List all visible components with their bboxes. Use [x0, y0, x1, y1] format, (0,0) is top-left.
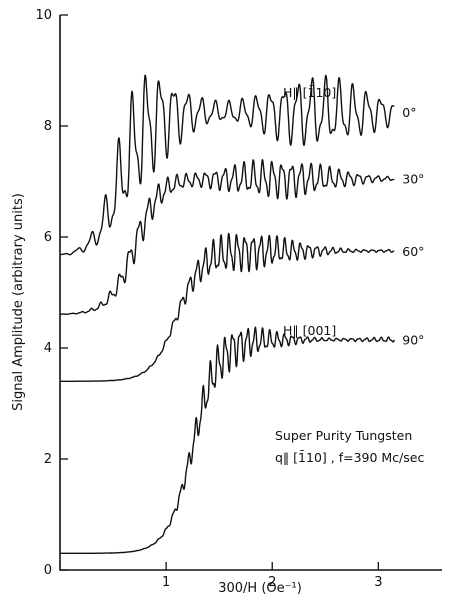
x-tick-label: 2 — [268, 575, 276, 590]
sample-label-line1: Super Purity Tungsten — [275, 428, 412, 443]
direction-label-top: H‖ [1̄10] — [283, 85, 336, 100]
series-label: 60° — [402, 244, 424, 259]
y-axis-title: Signal Amplitude (arbitrary units) — [11, 193, 26, 411]
y-tick-label: 8 — [44, 119, 52, 134]
traces — [59, 74, 395, 554]
series-line-1 — [59, 74, 395, 256]
series-label: 30° — [402, 172, 424, 187]
y-tick-label: 6 — [44, 230, 52, 245]
x-tick-label: 1 — [162, 575, 170, 590]
labels: 0° 30° 60° 90° — [402, 105, 424, 348]
sample-label-line2: q‖ [1̄10] , f=390 Mc/sec — [275, 450, 424, 465]
y-tick-label: 0 — [44, 563, 52, 578]
direction-label-bottom: H‖ [001] — [283, 323, 336, 338]
series-label: 0° — [402, 105, 416, 120]
series-label: 90° — [402, 333, 424, 348]
y-tick-label: 4 — [44, 341, 52, 356]
x-axis-title: 300/H (Oe⁻¹) — [218, 581, 302, 596]
series-line-3 — [59, 232, 395, 382]
y-tick-label: 10 — [35, 8, 52, 23]
series-line-4 — [59, 326, 395, 554]
y-tick-label: 2 — [44, 452, 52, 467]
x-tick-label: 3 — [374, 575, 382, 590]
series-line-2 — [59, 159, 395, 315]
